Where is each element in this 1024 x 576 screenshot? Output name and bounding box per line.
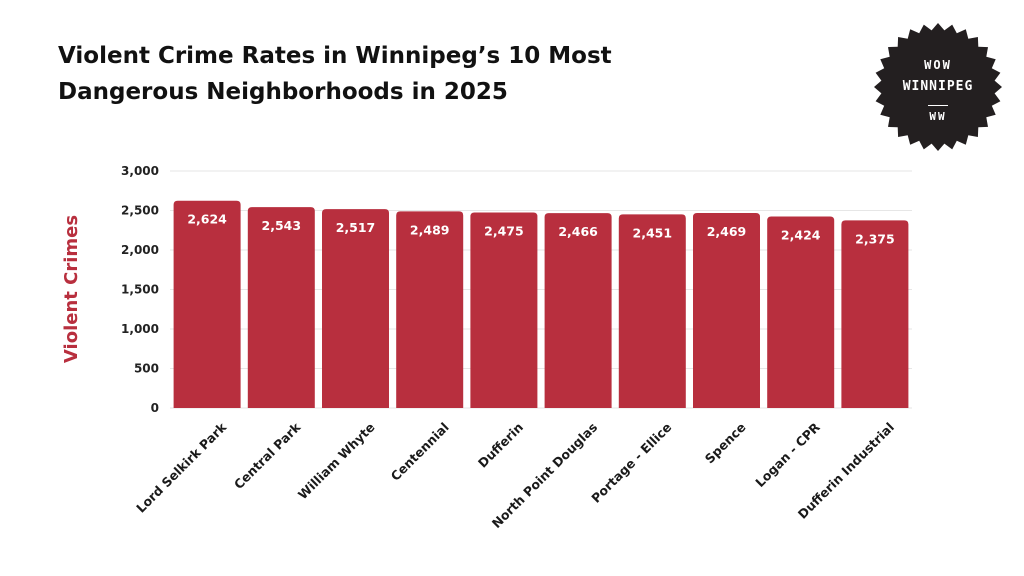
bar (841, 220, 909, 408)
value-label: 2,517 (336, 220, 376, 235)
bar (396, 211, 464, 408)
category-label: Central Park (231, 419, 304, 492)
bar (322, 209, 389, 408)
chart-title: Violent Crime Rates in Winnipeg’s 10 Mos… (58, 38, 678, 110)
category-label: Logan - CPR (752, 419, 823, 490)
bar (544, 213, 612, 408)
y-tick-label: 0 (151, 401, 159, 415)
value-label: 2,475 (484, 223, 524, 238)
category-label: William Whyte (295, 420, 378, 503)
value-label: 2,543 (262, 218, 302, 233)
category-label: Dufferin (475, 420, 526, 471)
category-label: Portage - Ellice (588, 420, 674, 506)
logo-text-wow: WOW (924, 58, 952, 72)
y-axis-label: Violent Crimes (61, 215, 82, 363)
chart-title-line-2: Dangerous Neighborhoods in 2025 (58, 79, 508, 105)
y-axis-ticks: 0 500 1,000 1,500 2,000 2,500 3,000 (121, 164, 159, 415)
logo-text-ww: WW (929, 110, 947, 123)
logo-seal-shape (874, 23, 1002, 151)
logo-seal-icon (874, 23, 1002, 151)
bar (618, 214, 686, 408)
wow-winnipeg-logo: WOW WINNIPEG WW (873, 22, 1003, 152)
bars (173, 200, 909, 408)
value-labels: 2,624 2,543 2,517 2,489 2,475 2,466 2,451 2,469… (187, 212, 894, 247)
value-label: 2,624 (187, 212, 227, 227)
value-label: 2,469 (707, 224, 747, 239)
value-label: 2,375 (855, 231, 895, 246)
y-tick-label: 500 (134, 362, 159, 376)
bar (693, 212, 760, 408)
y-tick-label: 2,000 (121, 243, 159, 257)
bar (767, 216, 835, 408)
category-label: Spence (702, 420, 749, 467)
bar (247, 207, 315, 408)
y-tick-label: 1,000 (121, 322, 159, 336)
bar (470, 212, 538, 408)
value-label: 2,424 (781, 228, 821, 243)
value-label: 2,466 (558, 224, 598, 239)
category-label: Lord Selkirk Park (133, 419, 230, 516)
logo-rule-top (928, 105, 948, 106)
logo-text-winnipeg: WINNIPEG (902, 79, 974, 94)
value-label: 2,451 (633, 225, 673, 240)
value-label: 2,489 (410, 222, 450, 237)
chart-title-line-1: Violent Crime Rates in Winnipeg’s 10 Mos… (58, 43, 612, 69)
y-tick-label: 3,000 (121, 164, 159, 178)
bar (173, 200, 241, 408)
y-tick-label: 2,500 (121, 204, 159, 218)
category-label: Centennial (388, 420, 452, 484)
y-tick-label: 1,500 (121, 283, 159, 297)
